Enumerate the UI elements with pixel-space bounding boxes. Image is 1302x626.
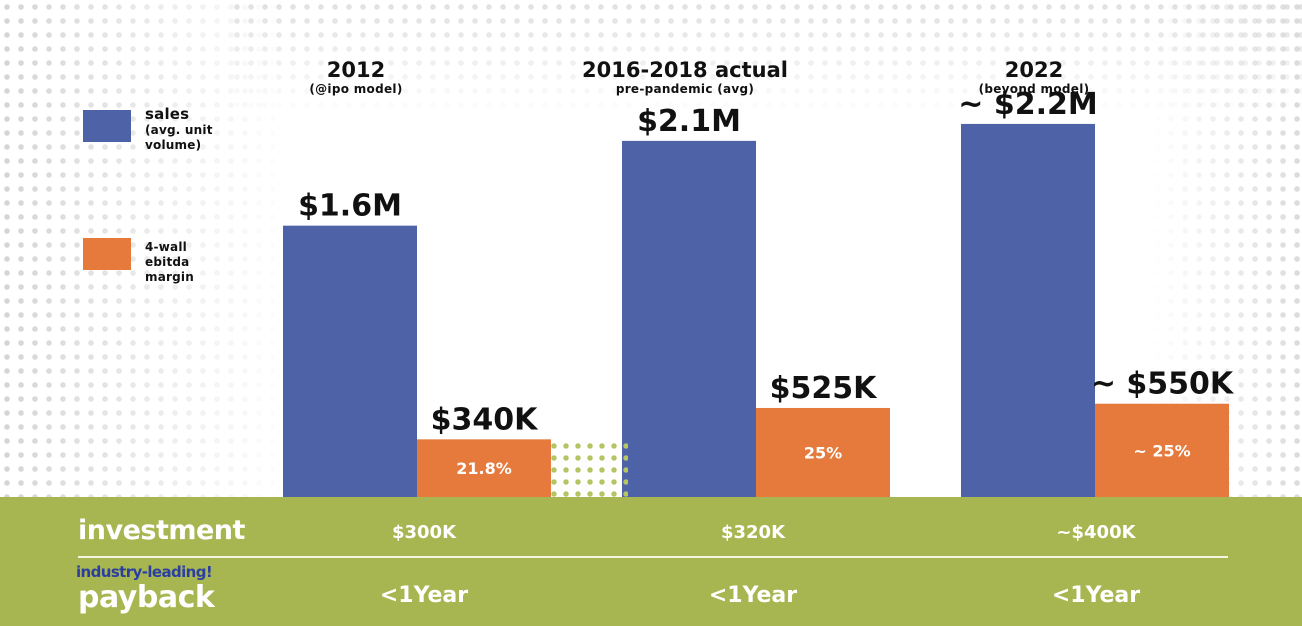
bar-value-label-sales-2016-2018: $2.1M: [637, 104, 741, 139]
payback-value-2016-2018: <1Year: [708, 583, 798, 608]
legend-swatch-margin: [83, 238, 131, 270]
legend-sales-sub1: (avg. unit: [145, 123, 213, 137]
payback-label: payback: [78, 580, 215, 615]
bar-margin-2016-2018: [756, 407, 890, 497]
bar-percent-label-2022: ~ 25%: [1133, 441, 1190, 460]
column-title-main: 2016-2018 actual: [582, 58, 788, 82]
investment-value-2016-2018: $320K: [720, 522, 786, 543]
column-title-sub: pre-pandemic (avg): [615, 82, 755, 96]
investment-value-2022: ~$400K: [1056, 522, 1136, 543]
legend-margin-line3: margin: [145, 270, 194, 284]
legend-sales-title: sales: [145, 105, 190, 123]
bar-sales-2012: [283, 225, 417, 497]
bar-value-label-margin-2022: ~ $550K: [1091, 367, 1235, 402]
column-title-2016-2018: 2016-2018 actual pre-pandemic (avg): [545, 58, 825, 96]
bar-percent-label-2012: 21.8%: [456, 459, 512, 478]
legend-label-sales: sales (avg. unit volume): [145, 106, 213, 153]
bar-sales-2022: [961, 123, 1095, 498]
bar-margin-2022: [1095, 403, 1229, 497]
payback-tagline: industry-leading!: [76, 563, 213, 581]
payback-value-2012: <1Year: [379, 583, 469, 608]
bar-sales-2016-2018: [622, 140, 756, 497]
column-title-main: 2022: [1004, 58, 1064, 82]
bar-value-label-margin-2016-2018: $525K: [770, 371, 878, 406]
bar-value-label-margin-2012: $340K: [431, 402, 539, 437]
column-title-2012: 2012 (@ipo model): [246, 58, 466, 96]
band-divider: [78, 556, 1228, 558]
legend-margin-line2: ebitda: [145, 255, 190, 269]
bar-margin-2012: [417, 439, 551, 497]
payback-value-2022: <1Year: [1051, 583, 1141, 608]
investment-value-2012: $300K: [391, 522, 457, 543]
bar-value-label-sales-2022: ~ $2.2M: [958, 87, 1097, 122]
column-title-sub: (beyond model): [978, 82, 1090, 96]
legend-sales-sub2: volume): [145, 138, 202, 152]
summary-band: [0, 497, 1302, 626]
bar-percent-label-2016-2018: 25%: [804, 443, 842, 462]
legend-label-margin: 4-wall ebitda margin: [145, 240, 194, 285]
legend-margin-line1: 4-wall: [145, 240, 187, 254]
legend-swatch-sales: [83, 110, 131, 142]
column-title-sub: (@ipo model): [309, 82, 403, 96]
column-title-2022: 2022 (beyond model): [924, 58, 1144, 96]
investment-label: investment: [78, 515, 245, 546]
column-title-main: 2012: [326, 58, 386, 82]
bar-value-label-sales-2012: $1.6M: [298, 189, 402, 224]
